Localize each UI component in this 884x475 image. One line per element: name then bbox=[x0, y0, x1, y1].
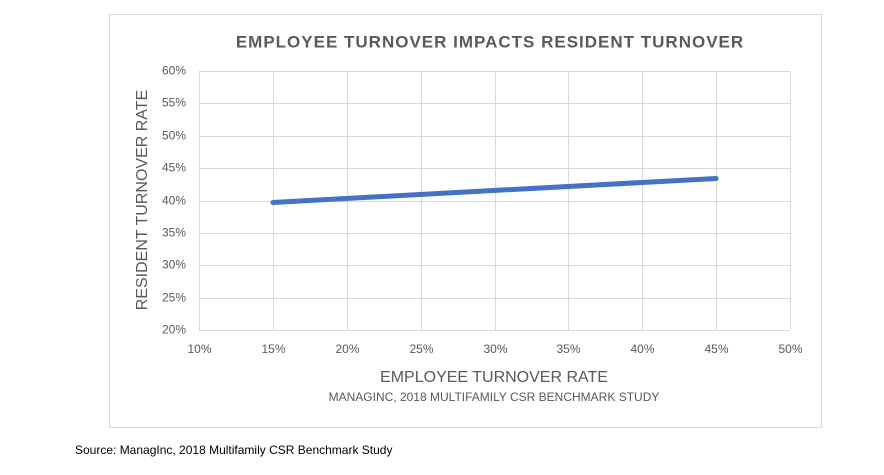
y-tick-label: 40% bbox=[162, 194, 186, 208]
series-line bbox=[270, 175, 719, 205]
y-tick-label: 60% bbox=[162, 64, 186, 78]
x-tick-label: 35% bbox=[556, 342, 580, 356]
chart-title: EMPLOYEE TURNOVER IMPACTS RESIDENT TURNO… bbox=[236, 32, 744, 51]
y-tick-label: 50% bbox=[162, 129, 186, 143]
source: Source: ManagInc, 2018 Multifamily CSR B… bbox=[75, 443, 392, 457]
y-tick-label: 30% bbox=[162, 258, 186, 272]
x-tick-label: 45% bbox=[704, 342, 728, 356]
x-axis-label: EMPLOYEE TURNOVER RATE bbox=[380, 369, 608, 386]
x-tick-label: 40% bbox=[630, 342, 654, 356]
x-tick-label: 10% bbox=[187, 342, 211, 356]
y-tick-label: 55% bbox=[162, 96, 186, 110]
y-tick-label: 45% bbox=[162, 161, 186, 175]
y-tick-label: 20% bbox=[162, 323, 186, 337]
note: MANAGINC, 2018 MULTIFAMILY CSR BENCHMARK… bbox=[329, 390, 660, 404]
y-tick-label: 35% bbox=[162, 226, 186, 240]
x-tick-label: 50% bbox=[778, 342, 802, 356]
x-tick-label: 20% bbox=[335, 342, 359, 356]
x-tick-label: 25% bbox=[409, 342, 433, 356]
y-tick-label: 25% bbox=[162, 291, 186, 305]
x-tick-label: 15% bbox=[261, 342, 285, 356]
y-axis-label: RESIDENT TURNOVER RATE bbox=[134, 90, 151, 310]
chart-frame bbox=[109, 14, 822, 428]
x-tick-label: 30% bbox=[483, 342, 507, 356]
